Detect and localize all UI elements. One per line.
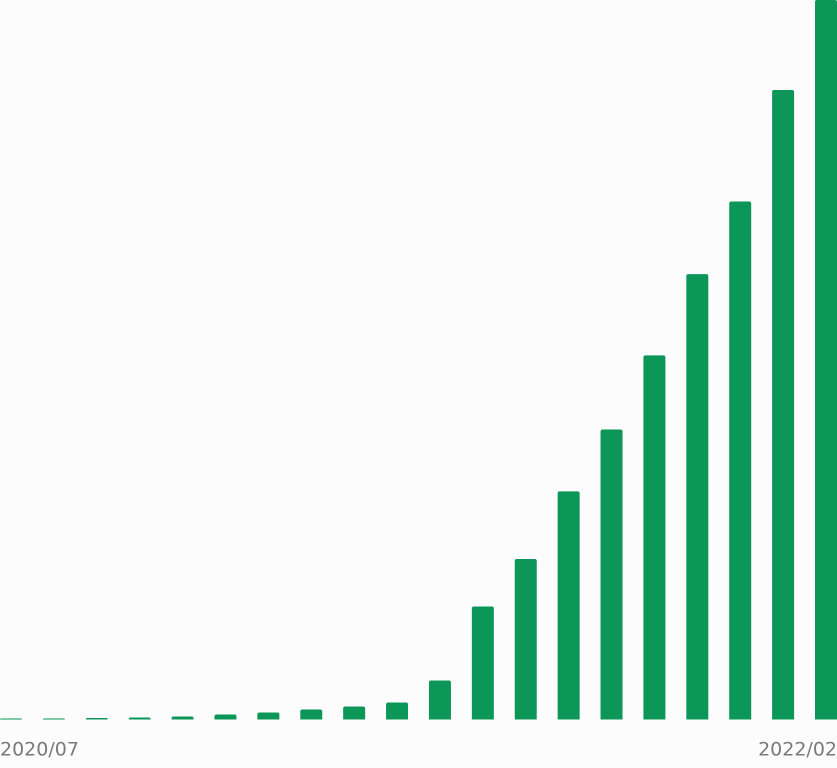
bar — [514, 559, 537, 720]
bar — [85, 717, 108, 720]
bar — [729, 201, 752, 720]
bar — [171, 716, 194, 720]
x-tick-label: 2020/07 — [0, 739, 79, 761]
bar — [428, 680, 451, 720]
bar — [128, 717, 151, 720]
bar — [42, 718, 65, 720]
bar — [300, 709, 323, 720]
bar — [257, 712, 280, 720]
bar — [815, 0, 837, 720]
bar — [600, 429, 623, 720]
bar — [557, 491, 580, 720]
bar — [386, 702, 409, 720]
bar — [343, 706, 366, 720]
bar — [0, 718, 22, 720]
bar — [772, 89, 795, 720]
bar — [214, 714, 237, 720]
bar — [686, 274, 709, 720]
bar — [471, 606, 494, 720]
x-tick-label: 2022/02 — [758, 739, 837, 761]
bar — [643, 355, 666, 720]
